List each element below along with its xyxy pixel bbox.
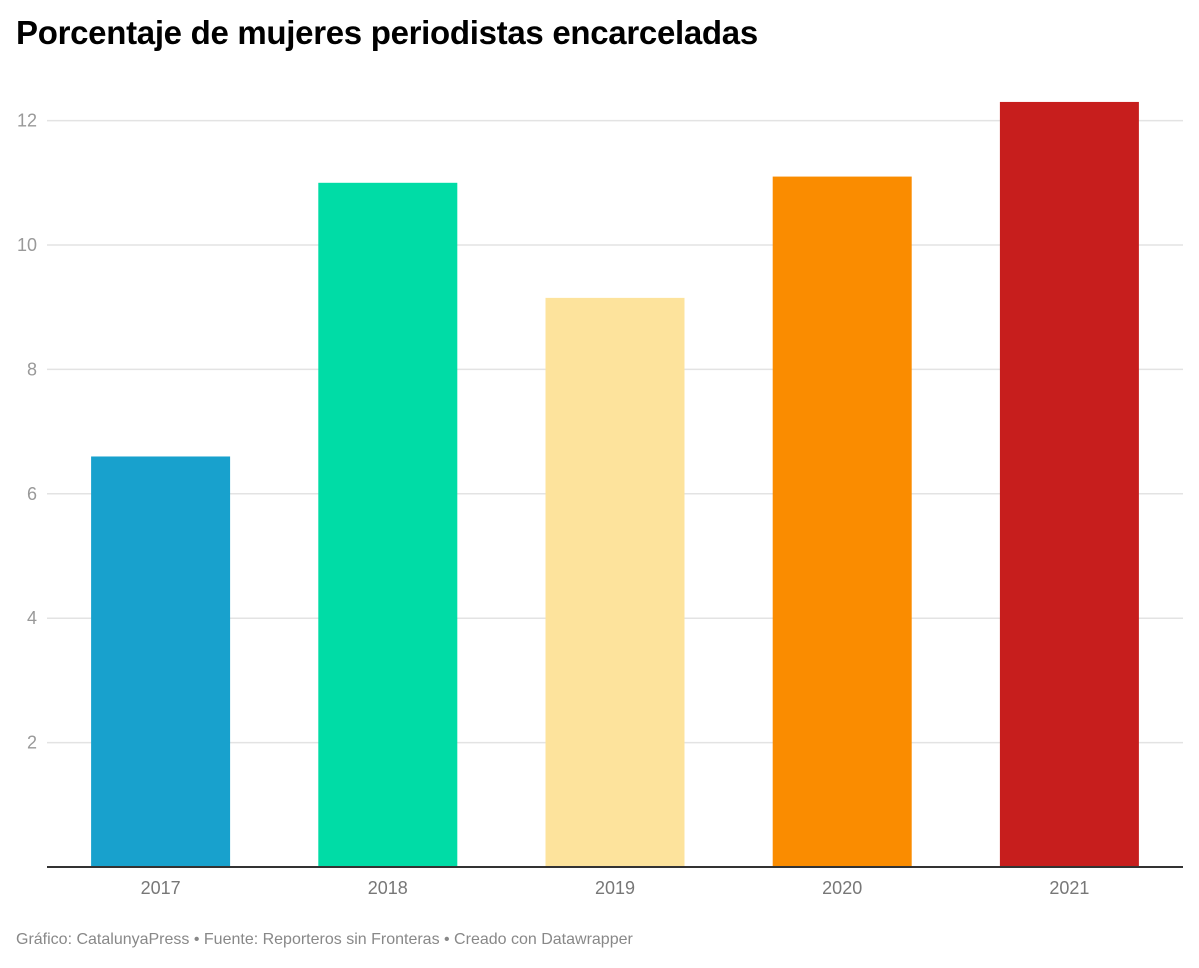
x-tick-label: 2019 xyxy=(595,878,635,898)
bars xyxy=(91,101,1139,868)
bar-2020 xyxy=(772,176,912,867)
y-tick-label: 4 xyxy=(27,608,37,628)
bar-2021 xyxy=(999,101,1139,867)
bar-2018 xyxy=(318,182,458,868)
chart-title: Porcentaje de mujeres periodistas encarc… xyxy=(16,14,758,51)
y-tick-label: 6 xyxy=(27,484,37,504)
y-tick-label: 12 xyxy=(17,111,37,131)
x-tick-label: 2017 xyxy=(141,878,181,898)
x-tick-label: 2020 xyxy=(822,878,862,898)
y-tick-label: 10 xyxy=(17,235,37,255)
y-axis-ticks: 2 4 6 8 10 12 xyxy=(17,111,37,753)
y-tick-label: 2 xyxy=(27,733,37,753)
bar-2019 xyxy=(545,297,685,867)
bar-2017 xyxy=(91,456,231,867)
y-tick-label: 8 xyxy=(27,359,37,379)
x-tick-label: 2018 xyxy=(368,878,408,898)
x-axis-ticks: 2017 2018 2019 2020 2021 xyxy=(141,878,1090,898)
x-tick-label: 2021 xyxy=(1049,878,1089,898)
chart-footer: Gráfico: CatalunyaPress • Fuente: Report… xyxy=(16,931,633,948)
